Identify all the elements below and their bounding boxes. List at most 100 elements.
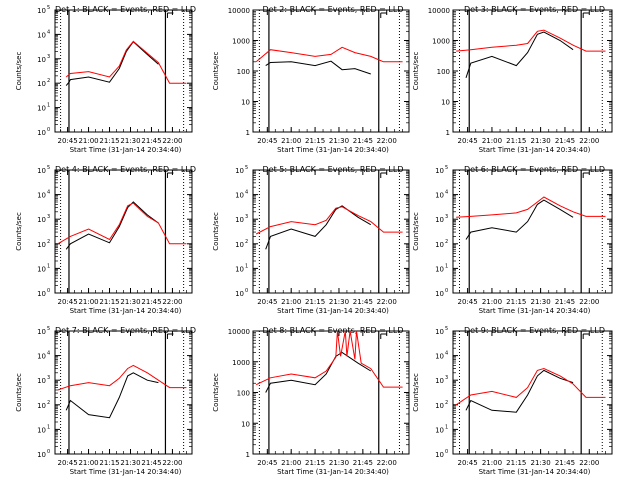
y-tick-label: 10: [435, 402, 444, 410]
y-tick-label: 10: [435, 353, 444, 361]
x-tick-label: 21:30: [531, 298, 551, 306]
plot-frame: [452, 169, 613, 294]
y-tick-exponent: 4: [47, 190, 50, 196]
y-tick-exponent: 4: [47, 29, 50, 35]
y-tick-label: 100: [237, 390, 250, 398]
y-axis-label: Counts/sec: [412, 52, 420, 91]
events-series-line: [265, 351, 372, 393]
x-tick-label: 21:45: [555, 137, 575, 145]
x-tick-label: 22:00: [377, 137, 397, 145]
lld-series-line: [65, 40, 187, 84]
y-tick-label: 10: [235, 241, 244, 249]
y-tick-label: 10: [37, 56, 46, 64]
y-tick-label: 10: [435, 328, 444, 336]
plot-frame: [452, 330, 613, 455]
y-tick-exponent: 0: [47, 449, 50, 455]
x-tick-label: 22:00: [162, 137, 182, 145]
detector-panel-5: Det 5: BLACK = Events, RED = LLD Counts/s…: [212, 165, 410, 315]
panel-title: Det 5: BLACK = Events, RED = LLD: [263, 165, 404, 174]
x-tick-label: 21:00: [482, 459, 502, 467]
lld-series-line: [57, 364, 187, 391]
x-tick-label: 21:00: [78, 459, 98, 467]
bracket-marker-icon: [582, 12, 590, 18]
x-tick-label: 21:45: [141, 137, 161, 145]
y-tick-exponent: 2: [445, 239, 448, 245]
x-tick-label: 21:45: [353, 459, 373, 467]
x-tick-label: 21:15: [99, 459, 119, 467]
y-axis-label: Counts/sec: [212, 52, 220, 91]
y-tick-exponent: 5: [445, 326, 448, 332]
y-tick-exponent: 5: [47, 165, 50, 171]
y-tick-label: 10: [37, 105, 46, 113]
y-tick-label: 10: [37, 377, 46, 385]
lld-series-line: [456, 196, 606, 218]
detector-panel-6: Det 6: BLACK = Events, RED = LLD Counts/s…: [412, 165, 613, 315]
x-tick-label: 20:45: [257, 459, 277, 467]
y-tick-label: 100: [237, 68, 250, 76]
x-tick-label: 21:45: [555, 459, 575, 467]
x-tick-label: 20:45: [458, 298, 478, 306]
y-tick-label: 10: [37, 80, 46, 88]
x-tick-label: 21:45: [141, 459, 161, 467]
y-tick-exponent: 3: [445, 214, 448, 220]
y-tick-exponent: 4: [445, 190, 448, 196]
y-tick-label: 1: [446, 129, 450, 137]
y-tick-label: 10: [435, 426, 444, 434]
x-tick-label: 22:00: [162, 298, 182, 306]
x-axis-label: Start Time (31-Jan-14 20:34:40): [277, 146, 389, 154]
y-tick-exponent: 2: [47, 239, 50, 245]
x-tick-label: 21:00: [281, 298, 301, 306]
y-tick-exponent: 4: [47, 351, 50, 357]
x-tick-label: 21:15: [506, 298, 526, 306]
x-tick-label: 22:00: [162, 459, 182, 467]
detector-panel-9: Det 9: BLACK = Events, RED = LLD Counts/s…: [412, 326, 613, 476]
x-axis-label: Start Time (31-Jan-14 20:34:40): [277, 468, 389, 476]
y-tick-label: 10: [37, 328, 46, 336]
y-tick-exponent: 3: [47, 54, 50, 60]
y-tick-label: 1: [246, 129, 250, 137]
y-tick-exponent: 5: [445, 165, 448, 171]
y-tick-exponent: 2: [445, 400, 448, 406]
y-tick-label: 100: [437, 68, 450, 76]
y-axis-label: Counts/sec: [212, 212, 220, 251]
y-tick-exponent: 3: [47, 214, 50, 220]
lld-series-line: [255, 206, 403, 235]
events-series-line: [265, 60, 371, 75]
panel-title: Det 9: BLACK = Events, RED = LLD: [464, 326, 605, 335]
x-axis-label: Start Time (31-Jan-14 20:34:40): [70, 146, 182, 154]
panel-title: Det 1: BLACK = Events, RED = LLD: [55, 5, 196, 14]
y-tick-label: 10: [37, 216, 46, 224]
y-tick-exponent: 2: [47, 400, 50, 406]
x-tick-label: 21:00: [281, 459, 301, 467]
lld-series-line: [456, 29, 606, 52]
detector-panel-8: Det 8: BLACK = Events, RED = LLD Counts/s…: [212, 326, 410, 476]
y-axis-label: Counts/sec: [15, 212, 23, 251]
x-tick-label: 21:15: [305, 459, 325, 467]
detector-panel-7: Det 7: BLACK = Events, RED = LLD Counts/s…: [15, 326, 196, 476]
bracket-marker-icon: [582, 172, 590, 178]
y-tick-label: 10000: [428, 7, 450, 15]
x-tick-label: 21:30: [329, 459, 349, 467]
x-tick-label: 21:00: [482, 298, 502, 306]
y-tick-label: 10000: [228, 328, 250, 336]
y-tick-label: 10000: [228, 7, 250, 15]
bracket-marker-icon: [166, 12, 174, 18]
plot-frame: [452, 9, 613, 133]
y-tick-label: 1: [246, 451, 250, 459]
x-axis-label: Start Time (31-Jan-14 20:34:40): [70, 307, 182, 315]
x-tick-label: 21:45: [555, 298, 575, 306]
y-tick-label: 10: [435, 192, 444, 200]
x-tick-label: 20:45: [458, 137, 478, 145]
panel-title: Det 4: BLACK = Events, RED = LLD: [55, 165, 196, 174]
panel-title: Det 2: BLACK = Events, RED = LLD: [263, 5, 404, 14]
x-tick-label: 21:30: [329, 137, 349, 145]
y-tick-label: 10: [37, 31, 46, 39]
panel-title: Det 8: BLACK = Events, RED = LLD: [263, 326, 404, 335]
y-tick-exponent: 1: [47, 424, 50, 430]
y-tick-label: 10: [435, 241, 444, 249]
y-tick-label: 10: [235, 216, 244, 224]
y-tick-exponent: 3: [245, 214, 248, 220]
x-tick-label: 20:45: [57, 298, 77, 306]
x-tick-label: 21:15: [506, 137, 526, 145]
x-tick-label: 21:30: [531, 459, 551, 467]
